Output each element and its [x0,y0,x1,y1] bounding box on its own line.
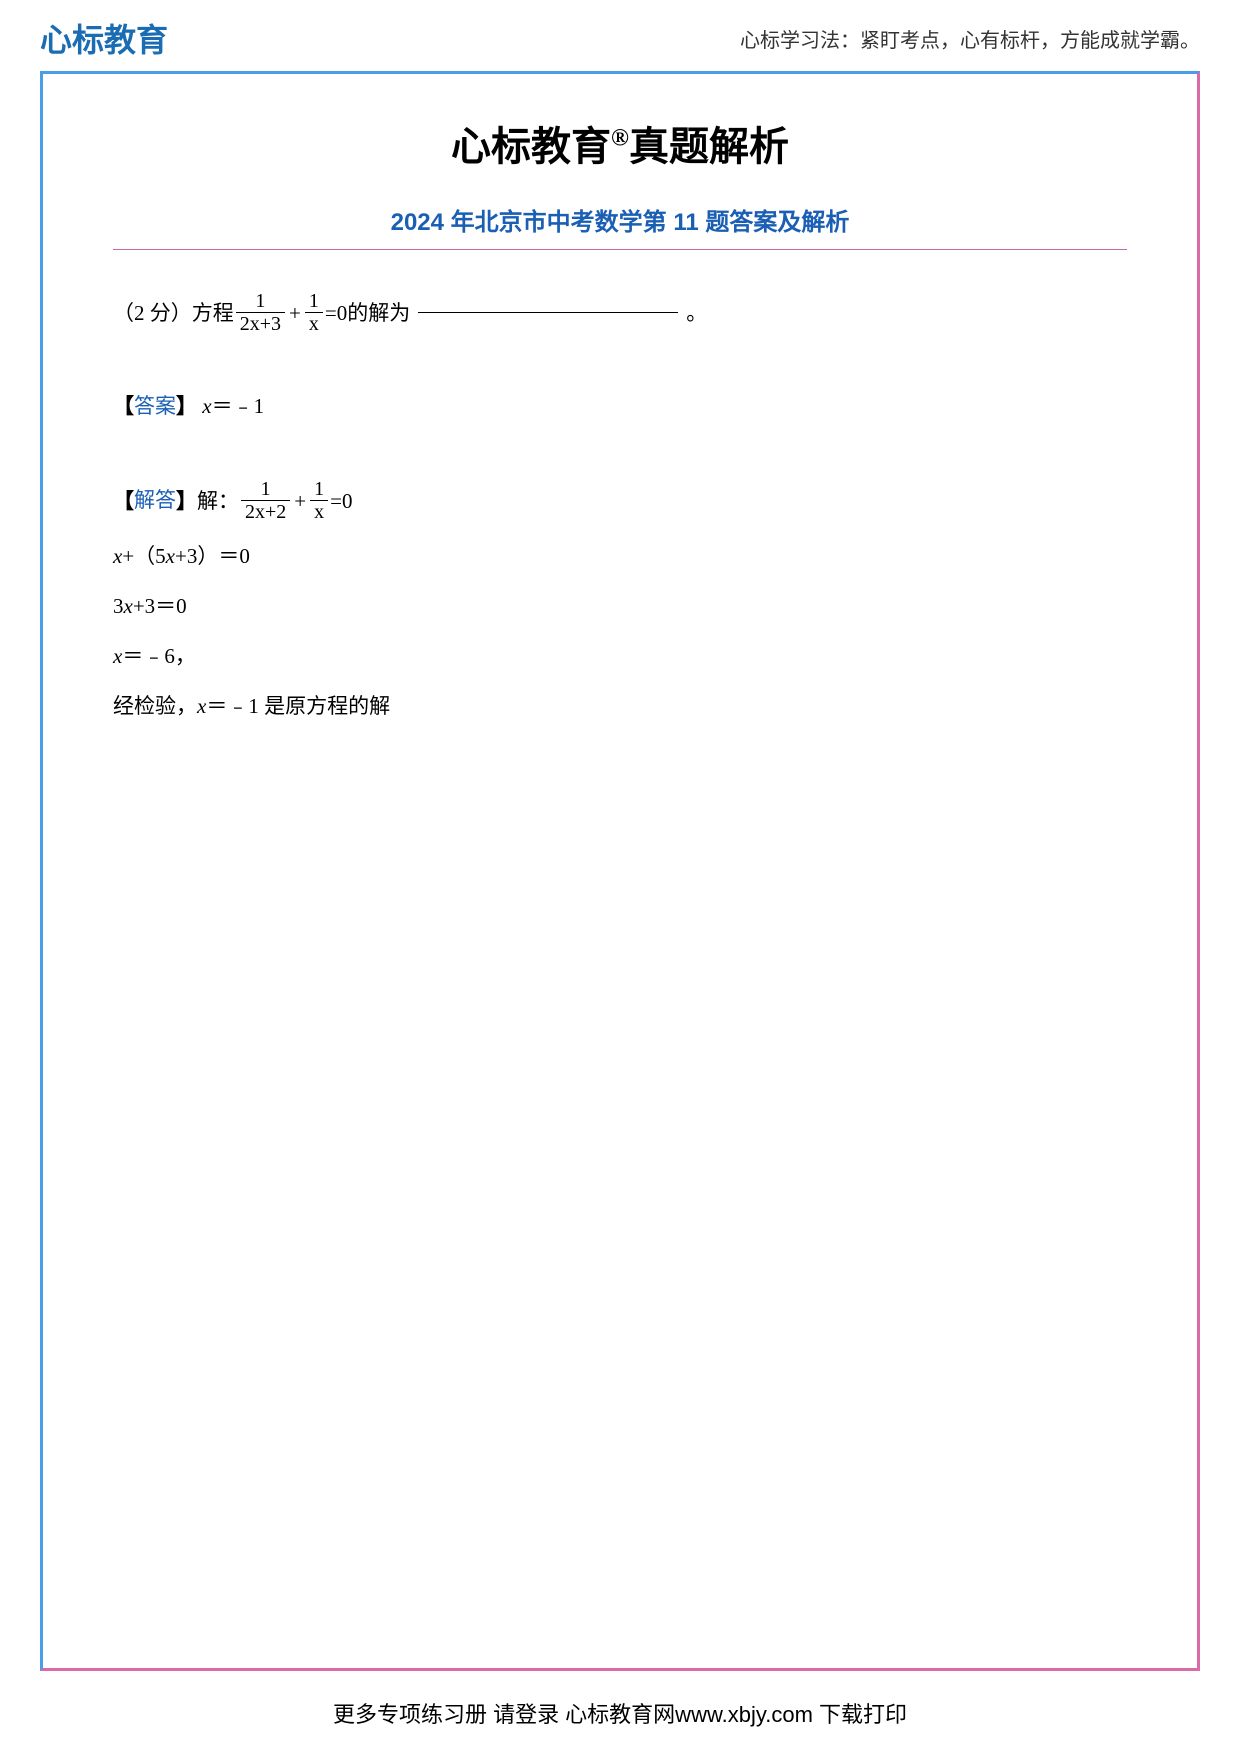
logo: 心标教育 [40,15,168,61]
line2-x2: x [166,544,175,568]
sol-frac2-den: x [310,500,328,523]
solution-prefix: 解： [197,480,239,522]
solution-label: 解答 [134,480,176,522]
line4-x: x [113,644,122,668]
title-before: 心标教育 [451,124,611,169]
question-end: 。 [686,292,707,334]
line2-end: +3）＝0 [175,544,250,568]
question: （2 分）方程 1 2x+3 + 1 x =0 的解为 。 [113,290,1127,335]
line5-rest: ＝﹣1 是原方程的解 [206,694,390,718]
sol-bracket-open: 【 [113,480,134,522]
fraction-1: 1 2x+3 [236,290,285,335]
content-frame: 心标教育®真题解析 2024 年北京市中考数学第 11 题答案及解析 （2 分）… [40,71,1200,1671]
line3-rest: +3＝0 [133,594,187,618]
frac2-den: x [305,312,323,335]
line5-pre: 经检验， [113,694,197,718]
sol-eq: =0 [330,480,352,522]
solution-line-5: 经检验，x＝﹣1 是原方程的解 [113,685,1127,727]
fraction-2: 1 x [305,290,323,335]
sol-bracket-close: 】 [176,480,197,522]
divider [113,249,1127,250]
question-after: 的解为 [347,292,410,334]
bracket-close: 】 [176,394,197,418]
answer-section: 【答案】 x＝﹣1 [113,385,1127,428]
page-footer: 更多专项练习册 请登录 心标教育网www.xbjy.com 下载打印 [0,1697,1240,1729]
title-after: 真题解析 [629,124,789,169]
frac2-num: 1 [305,290,323,312]
eq-zero: =0 [325,292,347,334]
sol-frac2-num: 1 [310,478,328,500]
frac1-num: 1 [251,290,269,312]
line3-pre: 3 [113,594,124,618]
sol-fraction-2: 1 x [310,478,328,523]
logo-text: 心标教育 [40,15,168,61]
answer-label: 答案 [134,395,176,418]
content-body: （2 分）方程 1 2x+3 + 1 x =0 的解为 。 【答案】 x＝﹣1 … [113,290,1127,727]
line5-x: x [197,694,206,718]
answer-x: x [202,394,211,418]
bracket-open: 【 [113,394,134,418]
blank-line [418,312,678,313]
frac1-den: 2x+3 [236,312,285,335]
solution-line-4: x＝﹣6， [113,635,1127,677]
main-title: 心标教育®真题解析 [113,114,1127,172]
tagline: 心标学习法：紧盯考点，心有标杆，方能成就学霸。 [740,24,1200,53]
plus-sign: + [289,292,301,334]
sol-frac1-num: 1 [257,478,275,500]
solution-section: 【解答】 解： 1 2x+2 + 1 x =0 x+（5x+3）＝0 3x+3＝… [113,478,1127,727]
line2-x: x [113,544,122,568]
title-reg: ® [611,126,629,152]
sol-frac1-den: 2x+2 [241,500,290,523]
line3-x: x [124,594,133,618]
page-header: 心标教育 心标学习法：紧盯考点，心有标杆，方能成就学霸。 [0,0,1240,71]
answer-value: ＝﹣1 [212,394,265,418]
question-points: （2 分）方程 [113,292,234,334]
solution-line-2: x+（5x+3）＝0 [113,535,1127,577]
line4-rest: ＝﹣6， [122,644,196,668]
solution-line-1: 【解答】 解： 1 2x+2 + 1 x =0 [113,478,1127,523]
sol-fraction-1: 1 2x+2 [241,478,290,523]
line2-rest: +（5 [122,544,165,568]
solution-line-3: 3x+3＝0 [113,585,1127,627]
subtitle: 2024 年北京市中考数学第 11 题答案及解析 [113,202,1127,237]
sol-plus: + [294,480,306,522]
